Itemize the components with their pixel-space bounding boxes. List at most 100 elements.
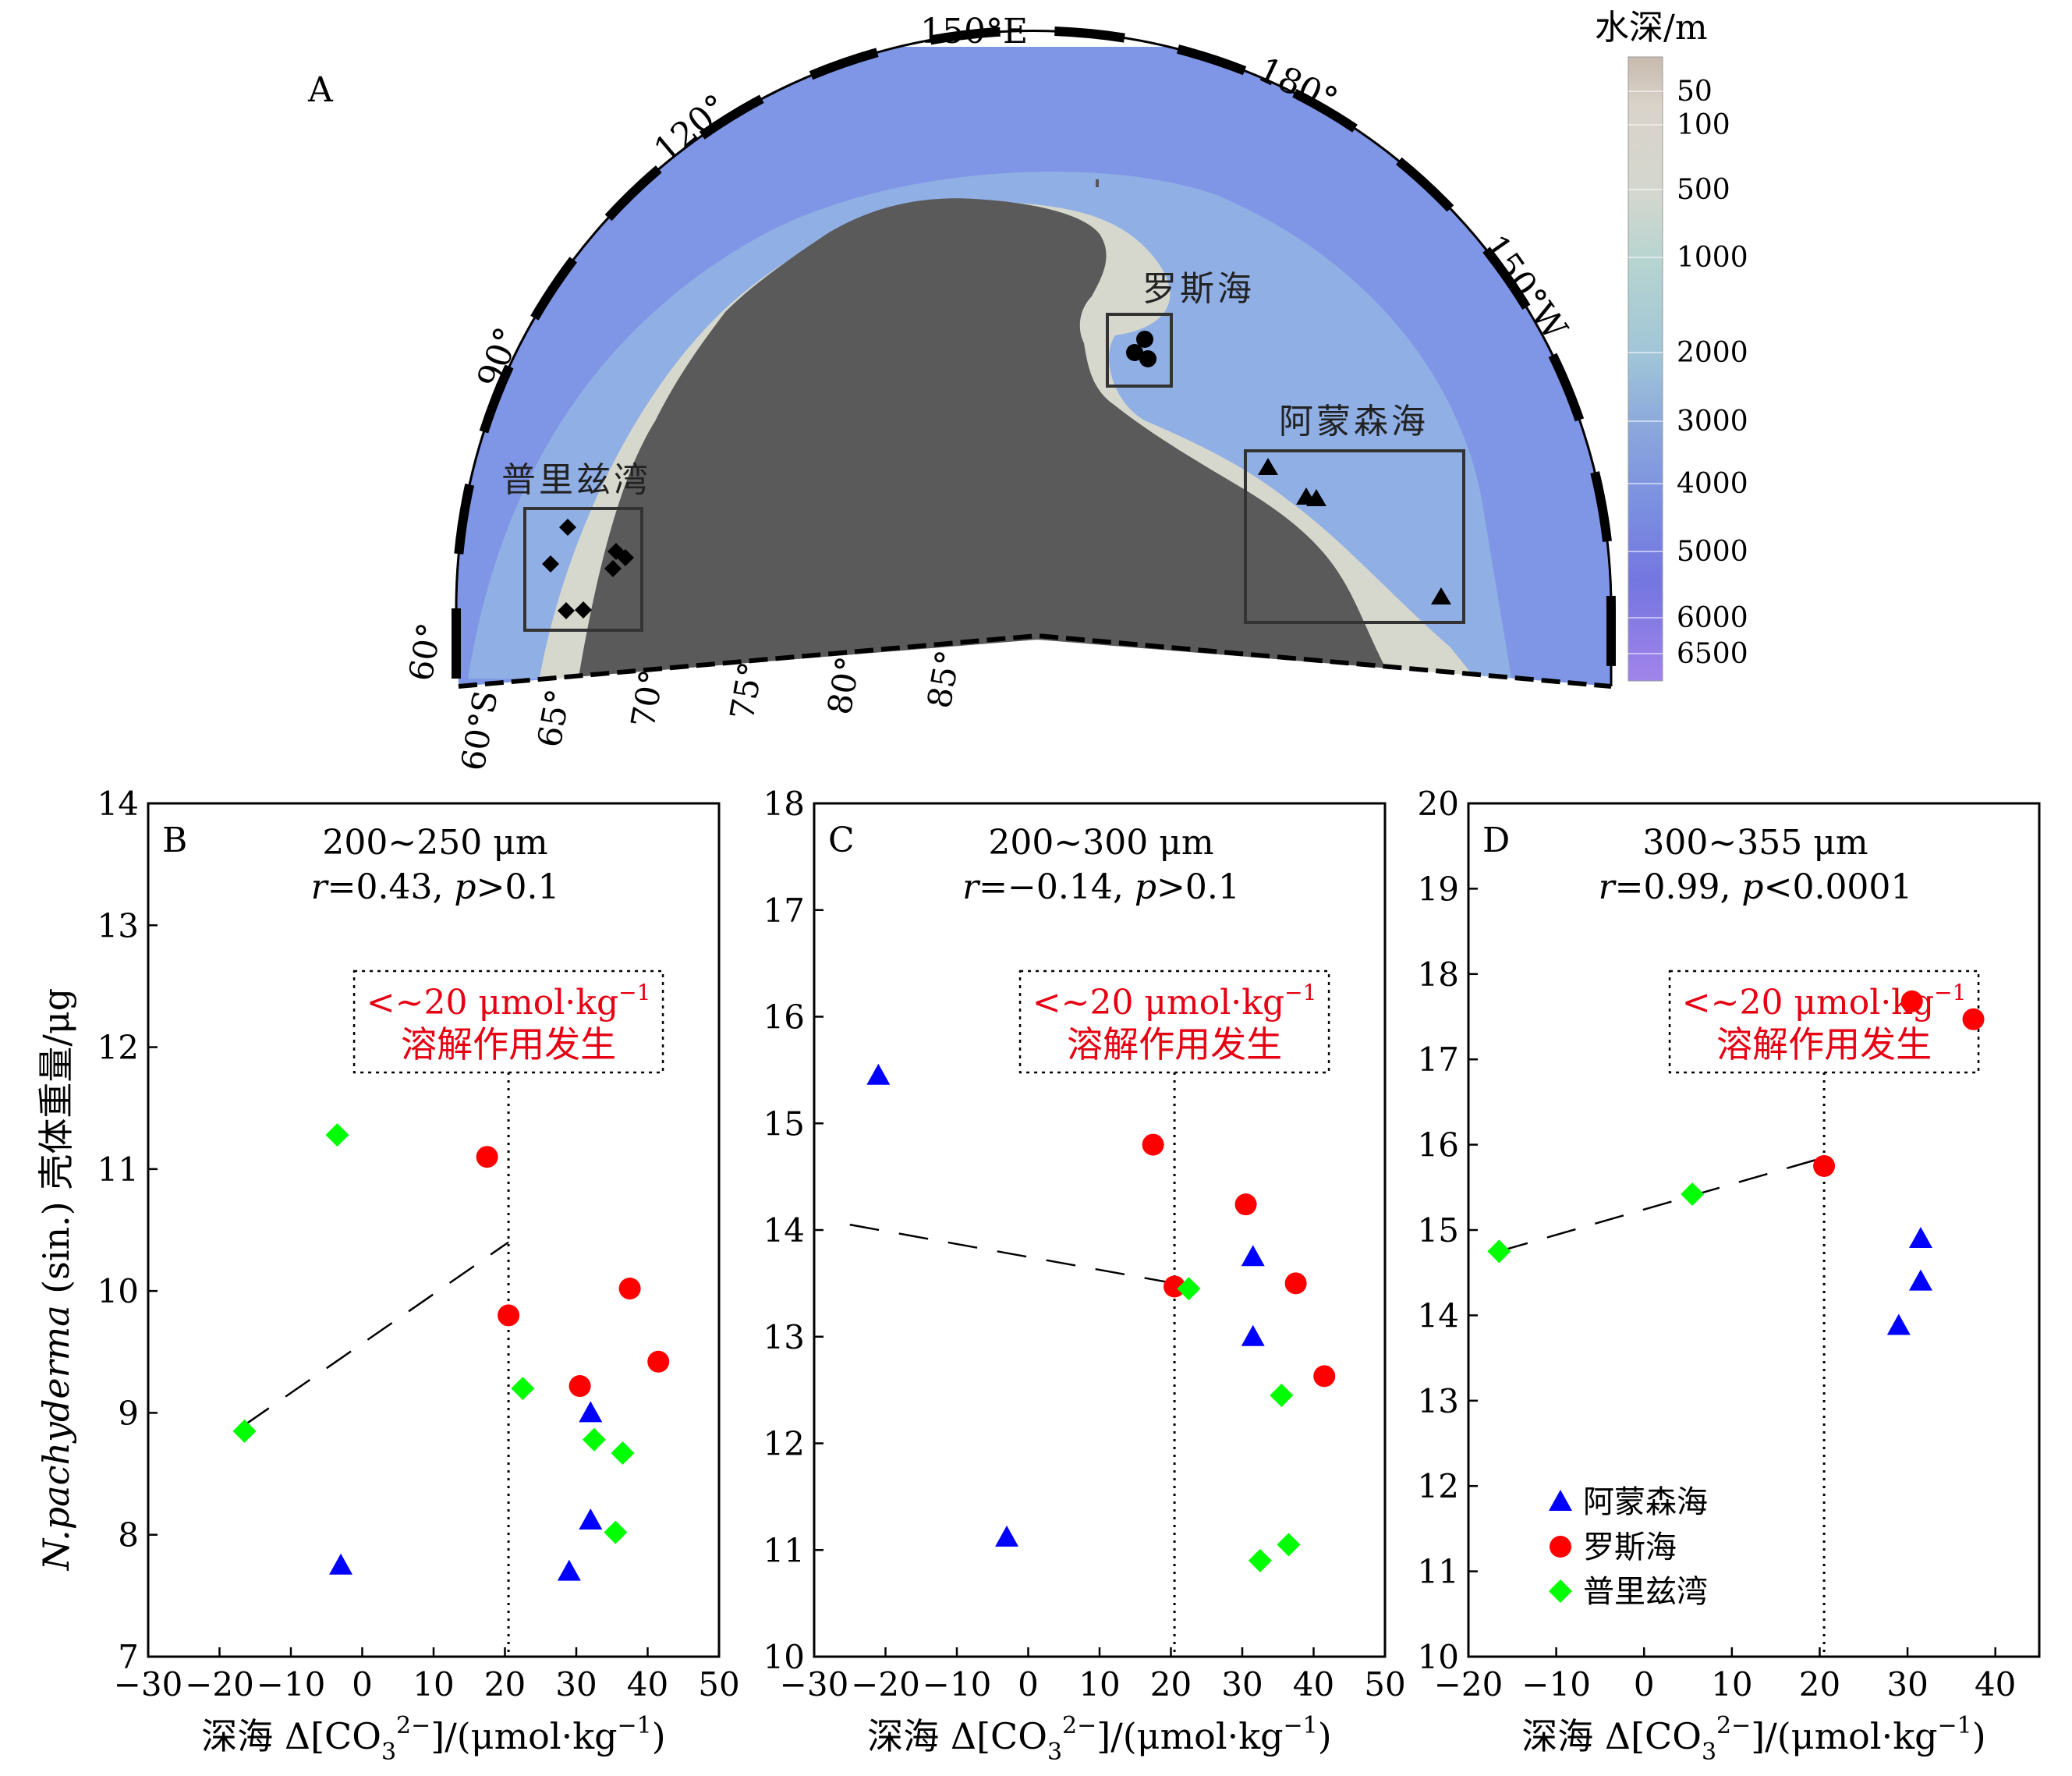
- colorbar-tick-label: 1000: [1677, 242, 1748, 274]
- data-point-diamond: [604, 1520, 628, 1544]
- x-tick-label: −20: [185, 1665, 254, 1703]
- data-point-triangle: [557, 1559, 581, 1581]
- lat-label-85: 85°: [920, 647, 968, 711]
- map-frame: [455, 30, 1613, 686]
- site-marker-circle: [1136, 331, 1153, 348]
- prydz-sites: [542, 519, 634, 619]
- x-tick-label: 50: [1364, 1665, 1405, 1703]
- data-point-circle: [618, 1278, 641, 1300]
- stat-r-value: =−0.14,: [979, 867, 1135, 907]
- region-label-amundsen: 阿蒙森海: [1279, 402, 1429, 441]
- x-axis-label: 深海 Δ[CO32−]/(μmol·kg−1): [201, 1712, 665, 1766]
- lat-label-70: 70°: [624, 667, 671, 731]
- y-tick-label: 11: [763, 1531, 805, 1569]
- x-tick-label: 0: [352, 1665, 373, 1703]
- x-axis-label-part: 3: [1047, 1739, 1062, 1766]
- y-axis-label-rest: (sin.) 壳体重量/μg: [35, 988, 77, 1306]
- annotation-line-1: <~20 μmol·kg−1: [1682, 980, 1967, 1023]
- legend-label: 阿蒙森海: [1583, 1484, 1708, 1520]
- site-marker-circle: [1139, 350, 1156, 367]
- data-point-circle: [498, 1304, 520, 1327]
- data-point-diamond: [1681, 1182, 1705, 1207]
- data-point-triangle: [329, 1553, 353, 1575]
- site-marker-diamond: [604, 560, 622, 577]
- data-point-triangle: [579, 1401, 603, 1423]
- data-point-triangle: [866, 1063, 891, 1085]
- y-tick-label: 13: [97, 906, 139, 945]
- x-axis-label-part: ): [652, 1715, 666, 1757]
- data-point-diamond: [232, 1419, 257, 1443]
- data-point-diamond: [1248, 1548, 1272, 1572]
- stat-r-value: =0.43,: [328, 867, 455, 907]
- island: [1096, 179, 1099, 187]
- stat-p-symbol: p: [454, 867, 476, 907]
- site-marker-triangle: [1258, 458, 1278, 475]
- x-tick-label: 10: [413, 1665, 454, 1703]
- x-axis-label-part: −1: [618, 1712, 652, 1739]
- stat-p-symbol: p: [1741, 867, 1763, 907]
- y-tick-label: 13: [763, 1318, 805, 1356]
- data-point-triangle: [1886, 1313, 1911, 1335]
- annotation-line-1-text: <~20 μmol·kg: [367, 983, 618, 1023]
- stat-r-symbol: r: [962, 867, 981, 907]
- y-tick-label: 14: [763, 1211, 805, 1250]
- y-tick-label: 12: [97, 1029, 139, 1067]
- panel-stats: r=0.99, p<0.0001: [1599, 867, 1913, 907]
- x-tick-label: 0: [1634, 1665, 1655, 1703]
- colorbar-title: 水深/m: [1595, 8, 1708, 48]
- x-tick-label: 20: [484, 1665, 526, 1703]
- antarctica-land: [577, 198, 1396, 686]
- annotation-line-1-sup: −1: [1284, 980, 1316, 1005]
- colorbar-tick-label: 6500: [1677, 638, 1748, 670]
- panel-a-letter: A: [307, 70, 334, 110]
- x-tick-label: 40: [1975, 1665, 2016, 1703]
- data-point-diamond: [325, 1123, 349, 1147]
- colorbar-tick-label: 6000: [1677, 602, 1748, 634]
- x-tick-label: 20: [1150, 1665, 1192, 1703]
- y-tick-label: 9: [118, 1394, 139, 1432]
- y-axis-label: N.pachyderma (sin.) 壳体重量/μg: [35, 988, 77, 1571]
- colorbar-tick-label: 50: [1677, 76, 1712, 108]
- x-axis-label-part: −1: [1284, 1712, 1318, 1739]
- data-point-diamond: [611, 1441, 635, 1466]
- x-axis-label-part: −1: [1938, 1712, 1972, 1739]
- x-axis-label-part: 深海 Δ[CO: [201, 1715, 381, 1757]
- x-tick-label: −10: [1521, 1665, 1591, 1703]
- data-point-circle: [1962, 1008, 1985, 1030]
- x-tick-label: −20: [1434, 1665, 1504, 1703]
- y-tick-label: 16: [763, 998, 805, 1037]
- y-tick-label: 7: [118, 1638, 139, 1676]
- stat-r-symbol: r: [311, 867, 330, 907]
- x-tick-label: 10: [1711, 1665, 1752, 1703]
- x-tick-label: −30: [780, 1665, 849, 1703]
- annotation-line-1: <~20 μmol·kg−1: [367, 980, 651, 1023]
- x-tick-label: 10: [1079, 1665, 1120, 1703]
- y-tick-label: 19: [1418, 870, 1459, 908]
- trend-line: [849, 1223, 1175, 1285]
- x-axis-label-part: 2−: [1062, 1712, 1096, 1739]
- x-tick-label: 50: [698, 1665, 739, 1703]
- data-point-circle: [1900, 990, 1923, 1012]
- data-point-circle: [1234, 1193, 1257, 1216]
- plot-frame: [813, 802, 1387, 1658]
- site-marker-diamond: [558, 602, 575, 619]
- data-point-diamond: [582, 1427, 606, 1452]
- x-axis-label-part: ]/(μmol·kg: [430, 1715, 617, 1757]
- y-tick-label: 17: [763, 892, 805, 930]
- x-tick-label: 30: [555, 1665, 597, 1703]
- x-axis-label-part: ): [1318, 1715, 1332, 1757]
- y-tick-label: 18: [1418, 955, 1459, 994]
- site-marker-circle: [1126, 344, 1143, 361]
- panel-d: −20 −10 0 10 20 30 40 10 11 12 13 14 15 16 17 18 19 20 D 30…: [1418, 785, 2041, 1766]
- y-tick-label: 16: [1418, 1126, 1459, 1165]
- data-point-diamond: [1487, 1239, 1511, 1264]
- lat-label-75: 75°: [723, 659, 770, 723]
- annotation-line-1-text: <~20 μmol·kg: [1032, 983, 1284, 1023]
- lat-label-80: 80°: [820, 654, 868, 718]
- x-axis-label-part: ]/(μmol·kg: [1751, 1715, 1937, 1757]
- y-tick-label: 12: [763, 1425, 805, 1463]
- ross-sites: [1126, 331, 1156, 367]
- stat-p-value: >0.1: [1156, 867, 1240, 907]
